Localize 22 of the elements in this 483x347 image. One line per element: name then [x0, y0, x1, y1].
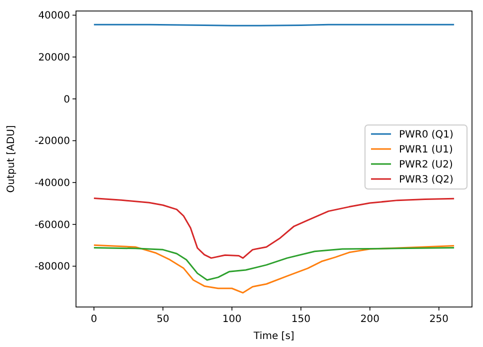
x-tick-label: 0 [90, 314, 98, 325]
line-series [93, 244, 455, 294]
y-tick-label: 0 [64, 94, 70, 106]
y-axis-title: Output [ADU] [6, 125, 17, 193]
x-tick-label: 50 [156, 314, 170, 325]
y-tick-label: -40000 [34, 178, 70, 190]
y-tick-label: -60000 [34, 220, 70, 231]
legend-label: PWR3 (Q2) [399, 174, 454, 186]
x-axis-title: Time [s] [252, 331, 294, 342]
y-tick-label: 20000 [38, 52, 70, 64]
y-tick-label: -80000 [34, 262, 70, 273]
x-tick-label: 150 [291, 314, 310, 325]
y-tick-label: -20000 [34, 136, 70, 148]
line-series [93, 197, 455, 259]
line-series [93, 247, 455, 281]
legend-label: PWR0 (Q1) [399, 130, 454, 140]
legend-label: PWR1 (U1) [399, 144, 453, 156]
x-tick-label: 200 [360, 314, 380, 325]
y-tick-label: 40000 [38, 10, 70, 22]
x-tick-label: 250 [429, 314, 448, 325]
x-tick-label: 100 [222, 314, 242, 325]
legend-label: PWR2 (U2) [399, 160, 453, 170]
